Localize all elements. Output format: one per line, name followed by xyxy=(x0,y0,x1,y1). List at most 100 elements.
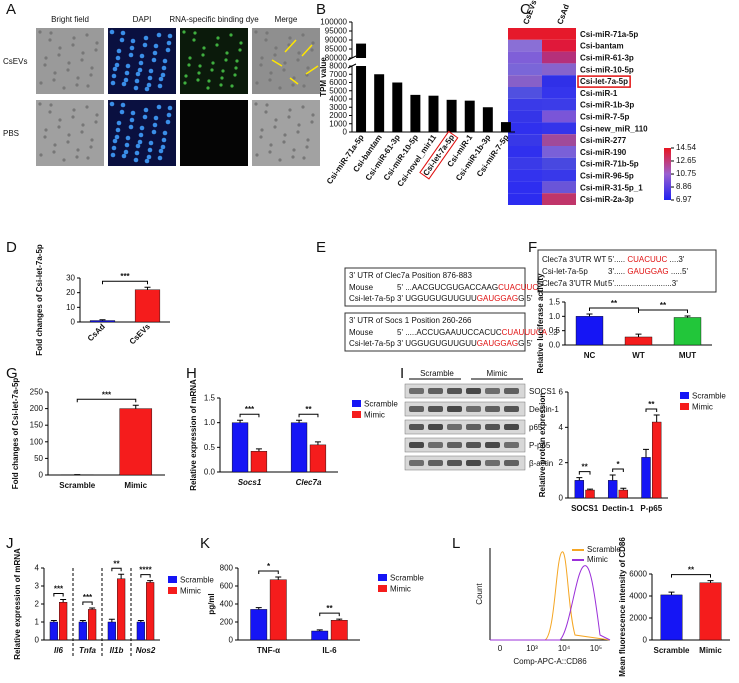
error-bar xyxy=(707,580,714,583)
x-tick-label: Socs1 xyxy=(238,478,262,487)
significance-bracket xyxy=(578,471,591,475)
panel-label: K xyxy=(200,535,210,552)
cell xyxy=(53,143,57,147)
axis-title: TPM value xyxy=(319,57,328,97)
cell xyxy=(268,78,272,82)
legend-swatch xyxy=(680,392,689,399)
y-tick-label: 4 xyxy=(35,564,40,573)
cell xyxy=(292,76,296,80)
cell xyxy=(268,150,272,154)
significance-label: * xyxy=(616,460,620,469)
y-tick-label: 800 xyxy=(220,564,234,573)
box-title: 3' UTR of Clec7a Position 876-883 xyxy=(349,271,472,280)
y-tick-label: 2000 xyxy=(329,111,347,120)
cell xyxy=(198,64,202,68)
y-tick-label: 6000 xyxy=(629,570,647,579)
legend-swatch xyxy=(168,587,177,594)
row-label: Csi-let-7a-5p xyxy=(580,77,628,86)
cell xyxy=(201,53,205,57)
bar xyxy=(290,422,308,473)
panel-label: H xyxy=(186,365,197,382)
row-label: Csi-miR-96-5p xyxy=(580,172,634,181)
cell xyxy=(76,76,80,80)
significance-bracket xyxy=(319,612,340,617)
error-bar xyxy=(314,441,321,445)
panel-label: C xyxy=(520,1,531,18)
cell xyxy=(233,73,237,77)
cell xyxy=(162,58,168,64)
cell xyxy=(235,59,239,63)
significance-label: *** xyxy=(102,390,112,399)
error-bar xyxy=(255,448,262,452)
sequence-label: Mouse xyxy=(349,283,374,292)
error-bar xyxy=(132,404,139,409)
cell xyxy=(157,83,163,89)
error-bar xyxy=(237,419,244,423)
bar xyxy=(356,66,367,132)
sequence-box xyxy=(344,267,526,307)
cell xyxy=(216,36,220,40)
cell xyxy=(193,31,197,35)
cell xyxy=(183,81,187,85)
y-tick-label: 0 xyxy=(35,636,40,645)
cell xyxy=(124,142,130,148)
significance-bracket xyxy=(671,574,711,578)
error-bar xyxy=(586,313,593,317)
heatmap-cell xyxy=(542,134,576,146)
band xyxy=(428,406,443,412)
band xyxy=(447,388,462,394)
heatmap-cell xyxy=(508,134,542,146)
error-bar xyxy=(635,333,642,337)
cell xyxy=(165,119,171,125)
panel-label: E xyxy=(316,239,326,256)
legend-label: Scramble xyxy=(180,576,214,585)
cell xyxy=(260,128,264,132)
cell xyxy=(278,158,282,162)
cell xyxy=(109,101,115,107)
cell xyxy=(89,73,93,77)
cell xyxy=(58,46,62,50)
x-tick-label: P-p65 xyxy=(640,504,662,513)
cell xyxy=(265,31,269,35)
bar xyxy=(446,99,457,132)
cell xyxy=(120,102,126,108)
heatmap-cell xyxy=(542,98,576,111)
cell xyxy=(90,66,94,70)
heatmap-cell xyxy=(542,63,576,76)
cell xyxy=(230,84,234,88)
y-tick-label: 0 xyxy=(71,318,76,327)
sequence-part: CUACUUC xyxy=(627,255,667,264)
axis-title: Mean fluorescence intensity of CD86 xyxy=(618,537,627,677)
error-bar xyxy=(147,580,154,583)
cell xyxy=(121,81,127,87)
cell xyxy=(39,153,43,157)
error-bar xyxy=(653,414,660,423)
y-tick-label: 95000 xyxy=(325,27,348,36)
axis-title: Fold changes of Csi-let-7a-5p xyxy=(11,378,20,490)
cell xyxy=(134,78,140,84)
cell xyxy=(146,154,152,160)
cell xyxy=(269,143,273,147)
cell xyxy=(43,135,47,139)
significance-label: *** xyxy=(83,593,93,602)
x-tick-label: Scramble xyxy=(59,481,96,490)
column-header: DAPI xyxy=(133,15,152,24)
cell xyxy=(142,42,148,48)
cell xyxy=(161,137,167,143)
bar xyxy=(575,316,604,346)
significance-label: *** xyxy=(54,585,64,594)
cell xyxy=(197,71,201,75)
heatmap-cell xyxy=(508,98,542,111)
cell xyxy=(57,53,61,57)
cell xyxy=(273,53,277,57)
heatmap-cell xyxy=(508,51,542,64)
bar xyxy=(410,94,421,132)
significance-label: ** xyxy=(326,604,333,613)
blot-strip xyxy=(404,437,526,453)
cell xyxy=(95,41,99,45)
cell xyxy=(112,138,118,144)
image-tile xyxy=(180,100,248,166)
image-tile xyxy=(36,100,104,166)
cell xyxy=(157,155,163,161)
bar xyxy=(88,609,97,641)
